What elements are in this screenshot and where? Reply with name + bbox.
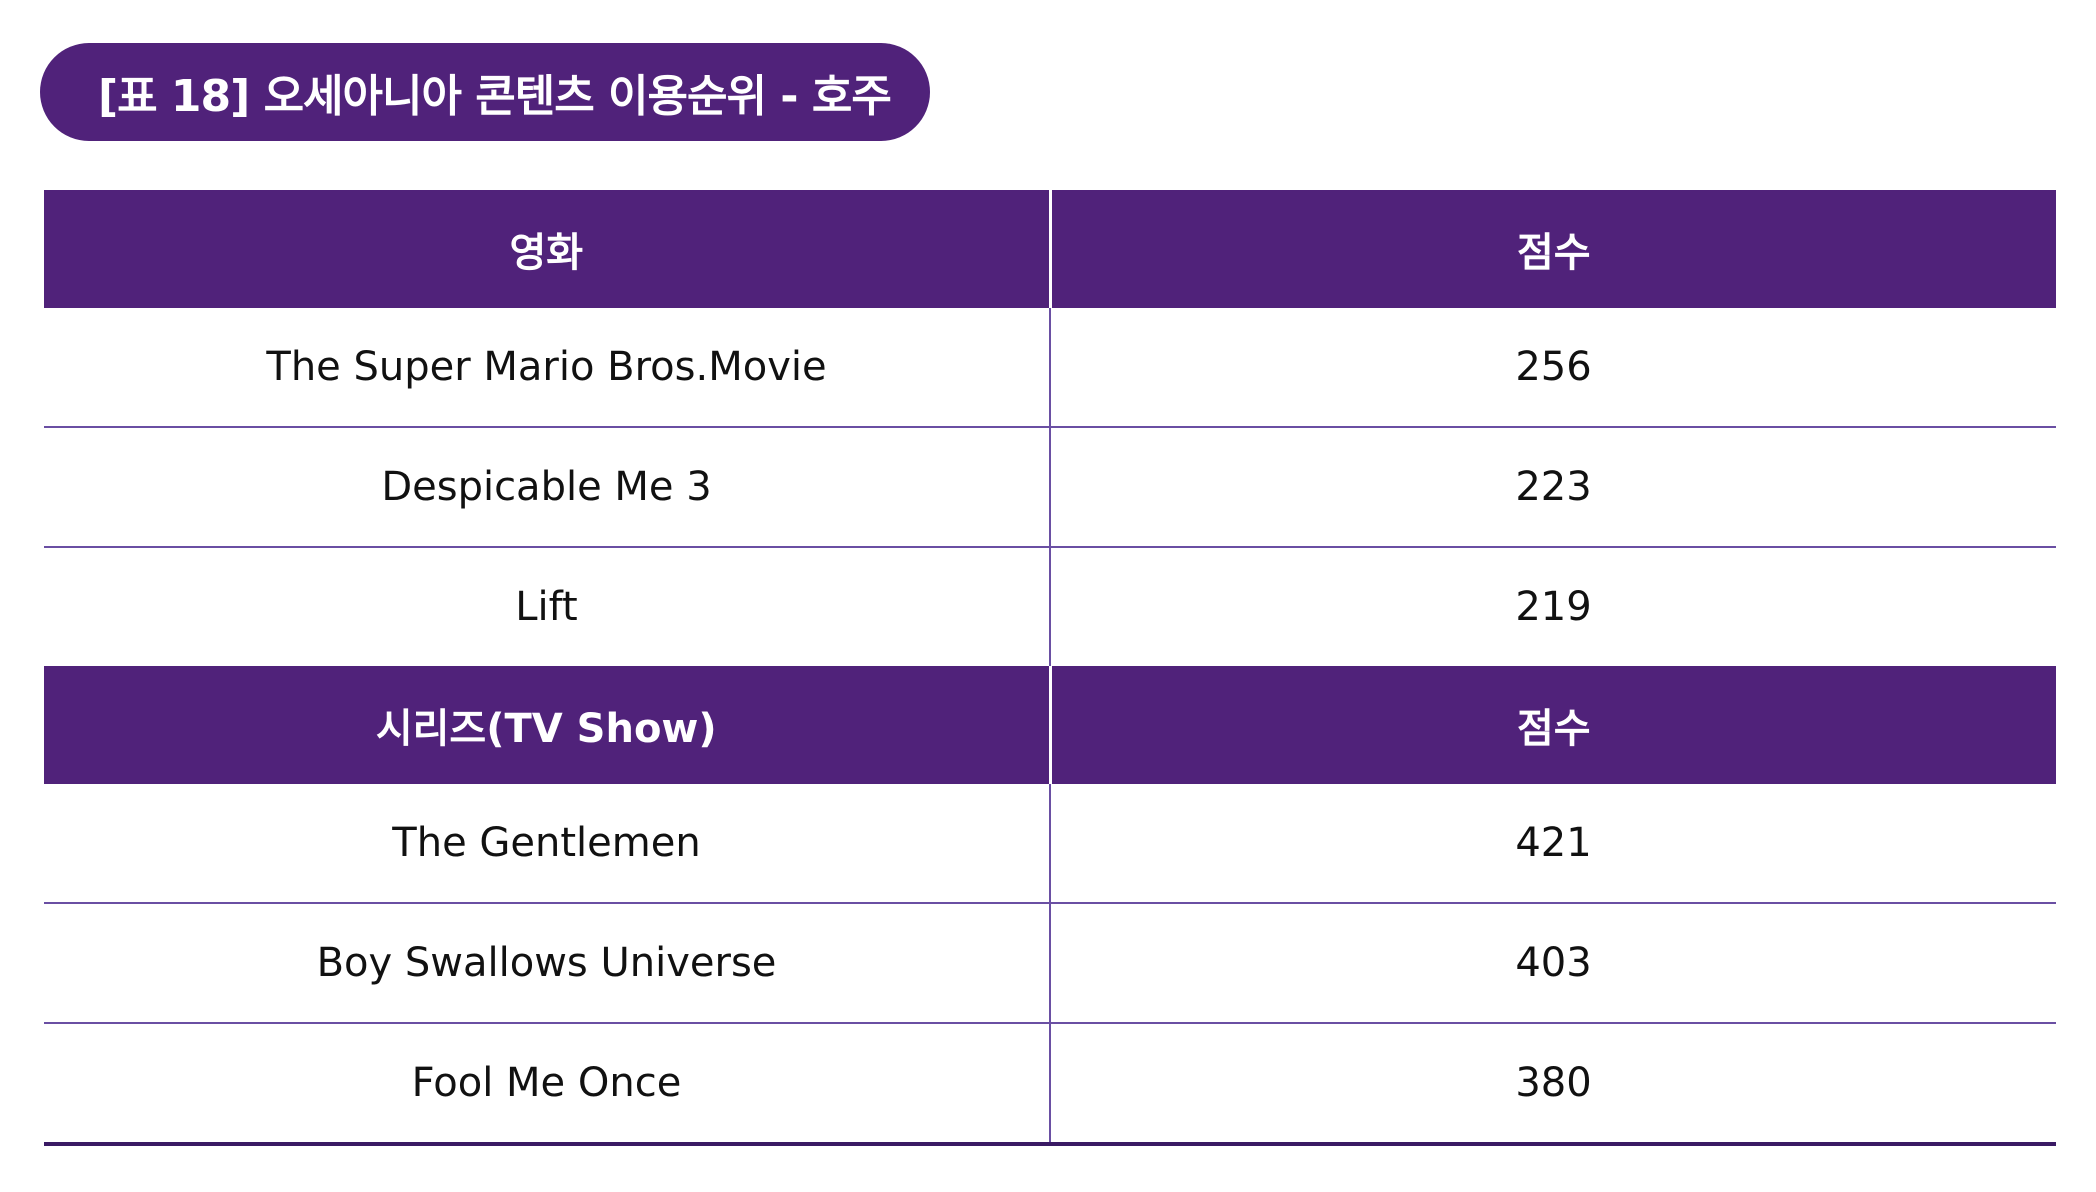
content-title-cell: Fool Me Once (44, 1023, 1051, 1146)
column-header-category: 시리즈(TV Show) (44, 666, 1052, 784)
table-row: The Super Mario Bros.Movie 256 (44, 308, 2056, 428)
table-row: Boy Swallows Universe 403 (44, 903, 2056, 1024)
score-cell: 223 (1050, 427, 2056, 548)
column-header-category: 영화 (44, 190, 1052, 308)
table-row: The Gentlemen 421 (44, 784, 2056, 904)
section-header-movies: 영화 점수 (44, 190, 2056, 308)
content-title-cell: The Super Mario Bros.Movie (44, 308, 1051, 428)
column-header-score: 점수 (1050, 666, 2056, 784)
content-title-cell: Boy Swallows Universe (44, 903, 1051, 1024)
table-row: Lift 219 (44, 547, 2056, 666)
content-title-cell: Despicable Me 3 (44, 427, 1051, 548)
content-ranking-table: 영화 점수 The Super Mario Bros.Movie 256 Des… (44, 190, 2056, 1146)
table-caption: [표 18] 오세아니아 콘텐츠 이용순위 - 호주 (40, 43, 930, 141)
content-title-cell: The Gentlemen (44, 784, 1051, 904)
table-row: Despicable Me 3 223 (44, 427, 2056, 548)
column-header-score: 점수 (1050, 190, 2056, 308)
table-row: Fool Me Once 380 (44, 1023, 2056, 1146)
score-cell: 421 (1050, 784, 2056, 904)
score-cell: 403 (1050, 903, 2056, 1024)
score-cell: 256 (1050, 308, 2056, 428)
score-cell: 219 (1515, 584, 1592, 630)
section-header-series: 시리즈(TV Show) 점수 (44, 666, 2056, 784)
score-cell: 380 (1050, 1023, 2056, 1146)
content-title-cell: Lift (44, 547, 1051, 666)
